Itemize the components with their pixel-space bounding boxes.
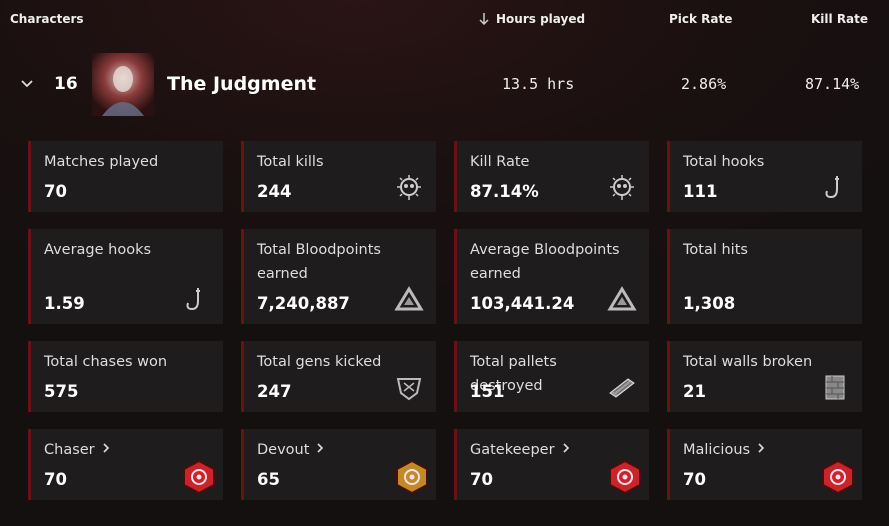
hours-played: 13.5 hrs	[502, 75, 575, 93]
stat-card: Total Bloodpoints earned 7,240,887	[241, 229, 436, 324]
stat-icon	[825, 375, 845, 400]
stat-value: 1.59	[44, 294, 85, 313]
stat-icon	[610, 175, 634, 200]
stat-value: 111	[683, 182, 718, 201]
badge-card[interactable]: Chaser 70	[28, 429, 223, 500]
stat-value: 70	[44, 182, 67, 201]
stat-value: 247	[257, 382, 292, 401]
stat-icon	[825, 176, 839, 199]
stat-card: Total hooks 111	[667, 141, 862, 212]
stat-card: Kill Rate 87.14%	[454, 141, 649, 212]
stat-card: Total hits 1,308	[667, 229, 862, 324]
stat-value: 7,240,887	[257, 294, 350, 313]
chevron	[317, 443, 324, 453]
chevron	[562, 443, 569, 453]
stat-card: Matches played 70	[28, 141, 223, 212]
badge-icon	[183, 459, 215, 495]
stat-label: Total chases won	[44, 354, 168, 370]
chevron	[758, 443, 765, 453]
badge-value: 65	[257, 470, 280, 489]
rank: 16	[54, 74, 78, 94]
badge-label: Devout	[257, 438, 407, 462]
stat-icon	[394, 286, 424, 311]
badge-icon	[396, 459, 428, 495]
stat-value: 87.14%	[470, 182, 539, 201]
kill-rate: 87.14%	[805, 75, 860, 93]
stat-icon	[609, 378, 635, 398]
stat-card: Average Bloodpoints earned 103,441.24	[454, 229, 649, 324]
badge-value: 70	[470, 470, 493, 489]
badge-icon	[822, 459, 854, 495]
stat-value: 21	[683, 382, 706, 401]
sort-arrow[interactable]	[478, 12, 490, 26]
header-hours[interactable]: Hours played	[496, 12, 586, 26]
stat-card: Total walls broken 21	[667, 341, 862, 412]
character-name[interactable]: The Judgment	[167, 73, 317, 95]
stat-icon	[607, 286, 637, 311]
stat-icon	[396, 378, 422, 401]
stat-label: Matches played	[44, 154, 159, 170]
stat-label: Total walls broken	[683, 354, 813, 370]
stat-label: Average hooks	[44, 242, 152, 258]
stat-value: 575	[44, 382, 79, 401]
badge-value: 70	[44, 470, 67, 489]
stat-card: Total chases won 575	[28, 341, 223, 412]
portrait	[92, 53, 154, 116]
chevron	[103, 443, 109, 453]
stat-card: Total pallets destroyed 151	[454, 341, 649, 412]
collapse-chevron[interactable]	[20, 78, 34, 90]
badge-label: Malicious	[683, 438, 833, 462]
badge-value: 70	[683, 470, 706, 489]
stat-card: Total gens kicked 247	[241, 341, 436, 412]
badge-label: Gatekeeper	[470, 438, 620, 462]
header-pick-rate[interactable]: Pick Rate	[669, 12, 733, 26]
stat-label: Kill Rate	[470, 154, 530, 170]
badge-card[interactable]: Malicious 70	[667, 429, 862, 500]
stat-value: 244	[257, 182, 292, 201]
stat-icon	[397, 175, 421, 200]
stat-value: 103,441.24	[470, 294, 575, 313]
badge-label: Chaser	[44, 438, 194, 462]
stat-label: Total hooks	[683, 154, 765, 170]
stat-label: Total kills	[257, 154, 324, 170]
badge-card[interactable]: Gatekeeper 70	[454, 429, 649, 500]
badge-card[interactable]: Devout 65	[241, 429, 436, 500]
pick-rate: 2.86%	[681, 75, 727, 93]
badge-icon	[609, 459, 641, 495]
stat-card: Total kills 244	[241, 141, 436, 212]
header-kill-rate[interactable]: Kill Rate	[811, 12, 869, 26]
stat-value: 1,308	[683, 294, 736, 313]
stat-card: Average hooks 1.59	[28, 229, 223, 324]
header-characters[interactable]: Characters	[10, 12, 84, 26]
stat-label: Total gens kicked	[257, 354, 382, 370]
stat-label: Total pallets destroyed	[470, 354, 557, 394]
stat-label: Average Bloodpoints earned	[470, 242, 620, 282]
stat-value: 151	[470, 382, 505, 401]
stat-label: Total hits	[683, 242, 748, 258]
stat-label: Total Bloodpoints earned	[257, 242, 381, 282]
stat-icon	[186, 288, 200, 311]
